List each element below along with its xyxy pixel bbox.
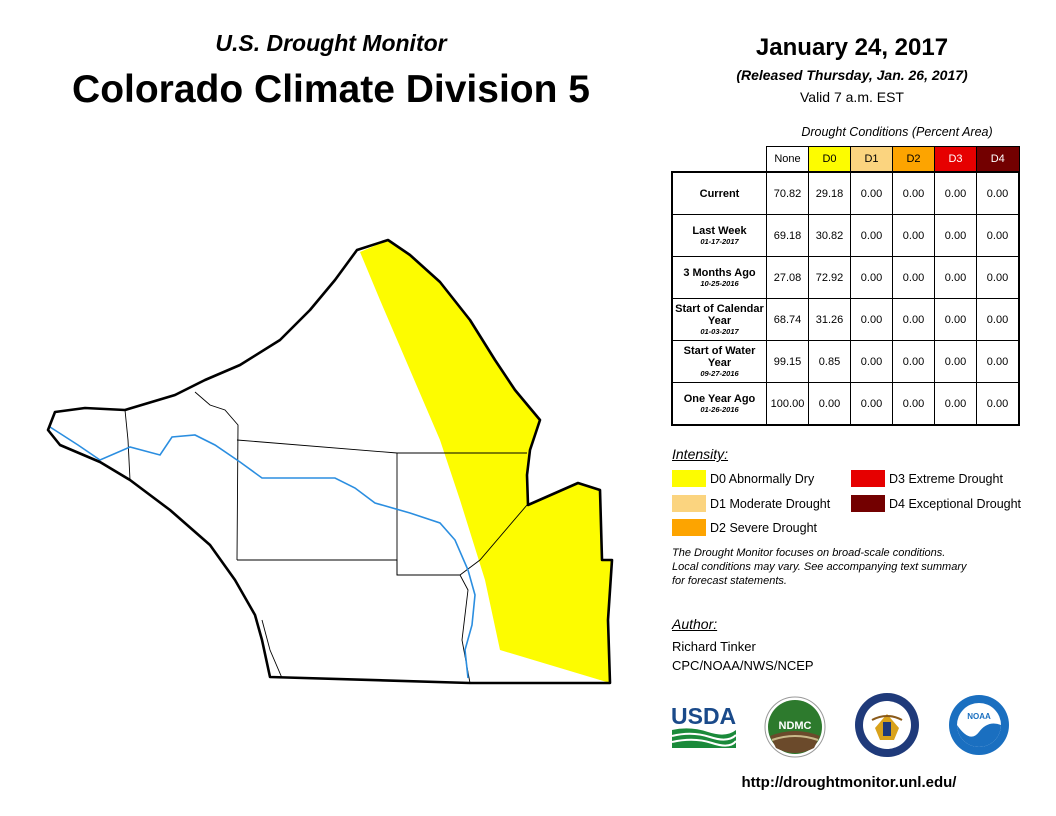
table-cell: 0.00	[934, 171, 977, 215]
col-header-d0: D0	[808, 146, 851, 173]
table-cell: 0.00	[850, 382, 893, 426]
map-subtitle: U.S. Drought Monitor	[215, 30, 447, 56]
table-cell: 0.00	[976, 340, 1020, 383]
col-header-d3: D3	[934, 146, 977, 173]
table-cell: 30.82	[808, 214, 851, 257]
table-cell: 0.00	[850, 340, 893, 383]
table-cell: 0.00	[892, 340, 935, 383]
table-cell: 0.00	[976, 382, 1020, 426]
legend-label-d1: D1 Moderate Drought	[710, 497, 831, 511]
table-cell: 29.18	[808, 171, 851, 215]
division-boundary	[46, 238, 614, 685]
ndmc-logo: NDMC	[764, 696, 826, 758]
row-label: Start of Calendar Year 01-03-2017	[671, 298, 767, 341]
table-cell: 0.00	[934, 214, 977, 257]
legend-label-d3: D3 Extreme Drought	[889, 472, 1003, 486]
legend-label-d0: D0 Abnormally Dry	[710, 472, 815, 486]
table-cell: 0.85	[808, 340, 851, 383]
table-cell: 0.00	[934, 298, 977, 341]
table-cell: 31.26	[808, 298, 851, 341]
table-cell: 0.00	[850, 298, 893, 341]
valid-time: Valid 7 a.m. EST	[799, 89, 904, 105]
table-cell: 0.00	[976, 171, 1020, 215]
table-cell: 69.18	[766, 214, 809, 257]
row-label: Last Week 01-17-2017	[671, 214, 767, 257]
table-cell: 72.92	[808, 256, 851, 299]
noaa-logo: NOAA	[949, 695, 1009, 755]
row-label: Current	[671, 171, 767, 215]
row-label: 3 Months Ago 10-25-2016	[671, 256, 767, 299]
table-cell: 0.00	[934, 382, 977, 426]
note-line: The Drought Monitor focuses on broad-sca…	[672, 547, 946, 559]
commerce-seal-icon	[855, 693, 919, 757]
table-cell: 0.00	[892, 298, 935, 341]
row-label: Start of Water Year 09-27-2016	[671, 340, 767, 383]
ndmc-logo-text: NDMC	[779, 720, 812, 732]
table-cell: 70.82	[766, 171, 809, 215]
author-label: Author:	[672, 616, 718, 632]
table-cell: 0.00	[934, 340, 977, 383]
col-header-d1: D1	[850, 146, 893, 173]
table-header-row: None D0 D1 D2 D3 D4	[672, 146, 1020, 173]
table-cell: 0.00	[850, 171, 893, 215]
col-header-none: None	[766, 146, 809, 173]
disclaimer-note: The Drought Monitor focuses on broad-sca…	[672, 546, 1032, 588]
table-cell: 0.00	[850, 256, 893, 299]
col-header-d2: D2	[892, 146, 935, 173]
table-cell: 0.00	[976, 298, 1020, 341]
table-corner	[672, 147, 767, 173]
table-row: One Year Ago 01-26-2016 100.00 0.00 0.00 …	[671, 382, 1020, 426]
row-label: One Year Ago 01-26-2016	[671, 382, 767, 426]
drought-map	[46, 238, 614, 685]
website-url[interactable]: http://droughtmonitor.unl.edu/	[741, 774, 957, 791]
release-date: (Released Thursday, Jan. 26, 2017)	[736, 67, 968, 83]
table-cell: 0.00	[976, 214, 1020, 257]
legend-swatch-d2	[672, 519, 706, 536]
table-cell: 0.00	[892, 382, 935, 426]
legend-swatch-d3	[851, 470, 885, 487]
table-cell: 0.00	[850, 214, 893, 257]
table-row: Last Week 01-17-2017 69.18 30.82 0.00 0.0…	[671, 214, 1020, 257]
drought-conditions-table: None D0 D1 D2 D3 D4 Current 70.82 29.18 …	[671, 146, 1020, 426]
river	[49, 426, 476, 679]
map-title: Colorado Climate Division 5	[72, 68, 590, 111]
usda-logo-text: USDA	[671, 703, 736, 729]
legend-title: Intensity:	[672, 446, 729, 462]
author-org: CPC/NOAA/NWS/NCEP	[672, 658, 814, 673]
legend-swatch-d1	[672, 495, 706, 512]
table-row: 3 Months Ago 10-25-2016 27.08 72.92 0.00 …	[671, 256, 1020, 299]
table-cell: 0.00	[892, 171, 935, 215]
table-cell: 68.74	[766, 298, 809, 341]
author-block: Richard Tinker CPC/NOAA/NWS/NCEP	[672, 637, 814, 675]
table-cell: 0.00	[976, 256, 1020, 299]
table-cell: 100.00	[766, 382, 809, 426]
note-line: Local conditions may vary. See accompany…	[672, 561, 967, 573]
d0-abnormally-dry-area	[360, 240, 612, 683]
table-cell: 0.00	[808, 382, 851, 426]
map-date: January 24, 2017	[755, 34, 949, 61]
col-header-d4: D4	[976, 146, 1020, 173]
legend-swatch-d0	[672, 470, 706, 487]
table-cell: 27.08	[766, 256, 809, 299]
noaa-logo-text: NOAA	[967, 712, 991, 721]
table-row: Start of Water Year 09-27-2016 99.15 0.85…	[671, 340, 1020, 383]
note-line: for forecast statements.	[672, 575, 787, 587]
table-cell: 99.15	[766, 340, 809, 383]
table-row: Start of Calendar Year 01-03-2017 68.74 3…	[671, 298, 1020, 341]
table-row: Current 70.82 29.18 0.00 0.00 0.00 0.00	[671, 171, 1020, 215]
legend-label-d2: D2 Severe Drought	[710, 521, 818, 535]
table-cell: 0.00	[892, 256, 935, 299]
table-caption: Drought Conditions (Percent Area)	[801, 125, 993, 139]
table-cell: 0.00	[934, 256, 977, 299]
usda-logo: USDA	[671, 703, 737, 748]
legend-label-d4: D4 Exceptional Drought	[889, 497, 1022, 511]
table-cell: 0.00	[892, 214, 935, 257]
author-name: Richard Tinker	[672, 639, 756, 654]
legend-swatch-d4	[851, 495, 885, 512]
